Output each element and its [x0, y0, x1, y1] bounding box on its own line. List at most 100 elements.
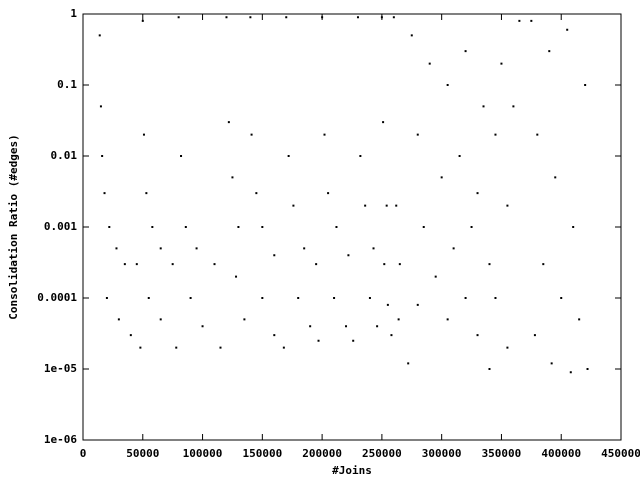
point: [542, 263, 545, 266]
point: [548, 50, 551, 53]
point: [142, 133, 145, 136]
point: [323, 133, 326, 136]
point: [476, 192, 479, 195]
point: [135, 263, 138, 266]
point: [147, 297, 150, 299]
point: [506, 204, 509, 207]
point: [159, 247, 162, 250]
point: [458, 155, 461, 157]
point: [422, 226, 425, 228]
point: [180, 155, 183, 157]
point: [347, 254, 350, 257]
point: [195, 247, 198, 250]
point: [566, 28, 569, 31]
point: [317, 339, 320, 342]
x-tick-label: 50000: [126, 447, 159, 460]
point: [416, 133, 419, 136]
point: [171, 263, 174, 266]
y-tick-label: 1e-05: [44, 362, 77, 375]
point: [428, 62, 431, 65]
y-tick-label: 0.01: [51, 149, 78, 162]
point: [512, 105, 515, 108]
point: [231, 176, 234, 179]
point: [115, 247, 118, 250]
point: [285, 16, 288, 19]
point: [578, 318, 581, 321]
point: [397, 318, 400, 321]
point: [569, 371, 572, 374]
point: [356, 16, 359, 19]
point: [345, 325, 348, 328]
y-axis-label: Consolidation Ratio (#edges): [7, 134, 20, 319]
point: [352, 339, 355, 342]
x-tick-label: 200000: [302, 447, 342, 460]
point: [333, 297, 336, 299]
point: [261, 226, 264, 228]
y-tick-label: 0.1: [57, 78, 77, 91]
point: [452, 247, 455, 250]
point: [123, 263, 126, 266]
point: [151, 226, 154, 228]
point: [494, 133, 497, 136]
point: [482, 105, 485, 108]
point: [303, 247, 306, 250]
point: [273, 254, 276, 257]
point: [282, 346, 285, 349]
x-tick-label: 150000: [242, 447, 282, 460]
point: [392, 16, 395, 19]
point: [99, 105, 102, 108]
y-tick-label: 1e-06: [44, 433, 77, 446]
point: [368, 297, 371, 299]
point: [292, 204, 295, 207]
point: [372, 247, 375, 250]
point: [440, 176, 443, 179]
point: [249, 16, 252, 19]
point: [500, 62, 503, 65]
point: [145, 192, 148, 195]
point: [536, 133, 539, 136]
point: [385, 204, 388, 207]
point: [383, 263, 386, 266]
point: [586, 368, 589, 370]
point: [139, 346, 142, 349]
point: [494, 297, 497, 299]
point: [410, 34, 413, 37]
point: [175, 346, 178, 349]
x-tick-label: 350000: [482, 447, 522, 460]
point: [129, 334, 132, 337]
point: [382, 121, 385, 124]
point: [572, 226, 575, 228]
point: [359, 155, 362, 157]
point: [488, 263, 491, 266]
point: [554, 176, 557, 179]
point: [470, 226, 473, 228]
point: [159, 318, 162, 321]
point: [141, 19, 144, 22]
point: [177, 16, 180, 19]
point: [105, 297, 108, 299]
point: [416, 303, 419, 306]
point: [235, 275, 238, 278]
x-tick-label: 250000: [362, 447, 402, 460]
point: [189, 297, 192, 299]
point: [98, 34, 101, 37]
point: [335, 226, 338, 228]
point: [219, 346, 222, 349]
point: [250, 133, 253, 136]
point: [446, 84, 449, 86]
x-tick-label: 450000: [601, 447, 640, 460]
point: [108, 226, 111, 228]
point: [297, 297, 300, 299]
point: [446, 318, 449, 321]
x-axis-label: #Joins: [332, 464, 372, 477]
point: [287, 155, 290, 157]
point: [243, 318, 246, 321]
x-tick-label: 400000: [541, 447, 581, 460]
y-tick-label: 1: [70, 7, 77, 20]
point: [398, 263, 401, 266]
point: [261, 297, 264, 299]
point: [327, 192, 330, 195]
point: [530, 19, 533, 22]
point: [395, 204, 398, 207]
